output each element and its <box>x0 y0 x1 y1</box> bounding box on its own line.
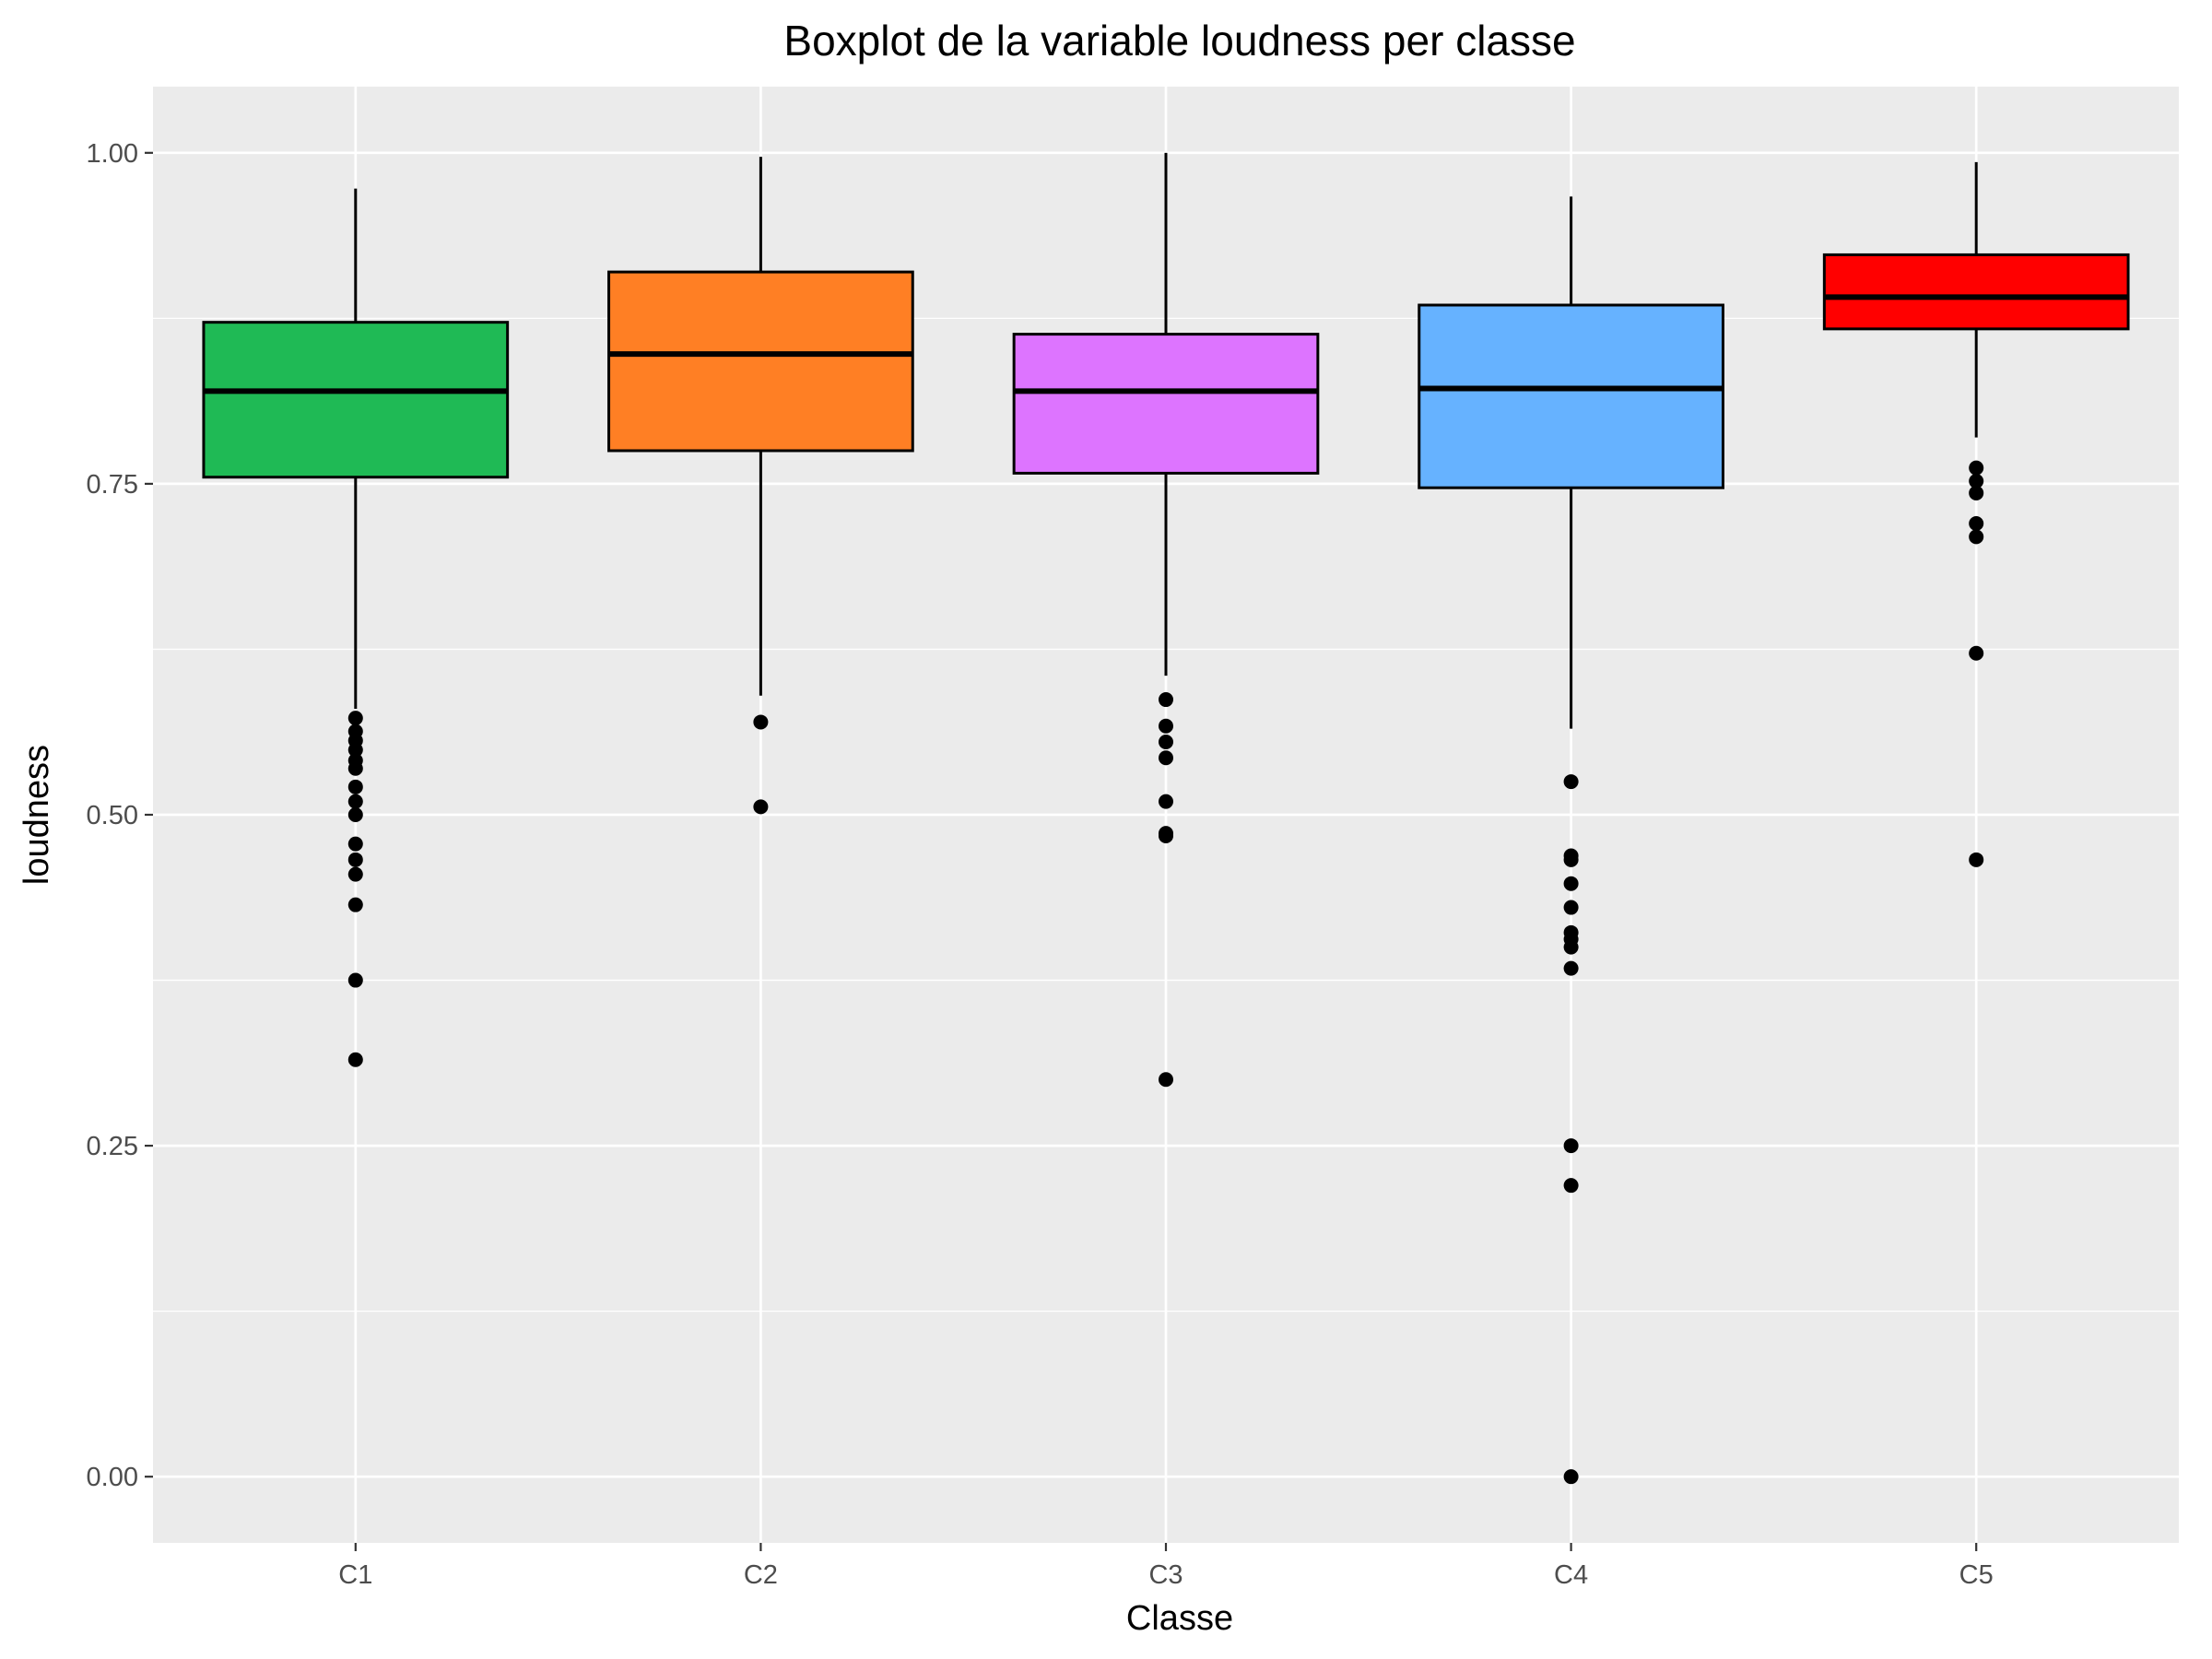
outlier-point <box>1969 645 1984 661</box>
outlier-point <box>1563 1178 1579 1194</box>
box-body <box>1012 333 1320 475</box>
outlier-point <box>1563 774 1579 790</box>
outlier-point <box>1969 485 1984 500</box>
outlier-point <box>753 714 769 730</box>
outlier-point <box>1159 1072 1173 1088</box>
x-tick-label: C4 <box>1554 1560 1588 1590</box>
outlier-point <box>347 1052 363 1067</box>
outlier-point <box>1563 960 1579 976</box>
y-tick-label: 0.25 <box>87 1132 138 1161</box>
outlier-point <box>1969 852 1984 867</box>
x-axis-title: Classe <box>1126 1599 1233 1638</box>
box-group-c1 <box>202 188 510 1067</box>
y-tick-label: 1.00 <box>87 139 138 169</box>
y-tick-label: 0.75 <box>87 470 138 500</box>
box-body <box>1418 303 1724 489</box>
outlier-point <box>347 836 363 852</box>
outlier-point <box>347 794 363 809</box>
outlier-point <box>347 897 363 912</box>
outlier-point <box>347 852 363 867</box>
x-tick-label: C1 <box>338 1560 372 1590</box>
outlier-point <box>1563 939 1579 955</box>
x-tick-label: C2 <box>744 1560 778 1590</box>
outlier-point <box>347 866 363 882</box>
outlier-point <box>347 972 363 988</box>
outlier-point <box>347 742 363 758</box>
box-body <box>607 270 914 453</box>
box-group-c5 <box>1822 161 2130 867</box>
outlier-point <box>347 760 363 776</box>
outlier-point <box>1563 876 1579 891</box>
outlier-point <box>347 779 363 794</box>
box-group-c2 <box>607 157 914 815</box>
outlier-point <box>753 799 769 815</box>
outlier-point <box>1159 735 1173 749</box>
outlier-point <box>1969 529 1984 545</box>
x-tick-label: C3 <box>1148 1560 1182 1590</box>
outlier-point <box>1159 750 1173 766</box>
y-axis-title: loudness <box>18 745 56 885</box>
outlier-point <box>1159 828 1173 843</box>
y-tick-label: 0.00 <box>87 1463 138 1492</box>
outlier-point <box>1563 852 1579 867</box>
box-body <box>202 321 510 479</box>
x-axis: C1 C2 C3 C4 C5 <box>338 1543 1994 1590</box>
outlier-point <box>347 711 363 726</box>
box-body <box>1822 253 2130 331</box>
outlier-point <box>1159 794 1173 809</box>
outlier-point <box>1563 1138 1579 1154</box>
y-tick-label: 0.50 <box>87 801 138 830</box>
outlier-point <box>1969 460 1984 476</box>
x-tick-label: C5 <box>1959 1560 1994 1590</box>
outlier-point <box>347 807 363 822</box>
outlier-point <box>1159 692 1173 708</box>
box-group-c3 <box>1012 152 1320 1088</box>
boxes-layer <box>202 152 2130 1485</box>
outlier-point <box>1969 516 1984 531</box>
outlier-point <box>1969 474 1984 489</box>
box-group-c4 <box>1418 196 1724 1485</box>
outlier-point <box>1563 900 1579 915</box>
y-axis: 0.00 0.25 0.50 0.75 1.00 <box>87 139 153 1492</box>
outlier-point <box>1563 1469 1579 1485</box>
chart-title: Boxplot de la variable loudness per clas… <box>783 17 1575 65</box>
outlier-point <box>1159 718 1173 734</box>
